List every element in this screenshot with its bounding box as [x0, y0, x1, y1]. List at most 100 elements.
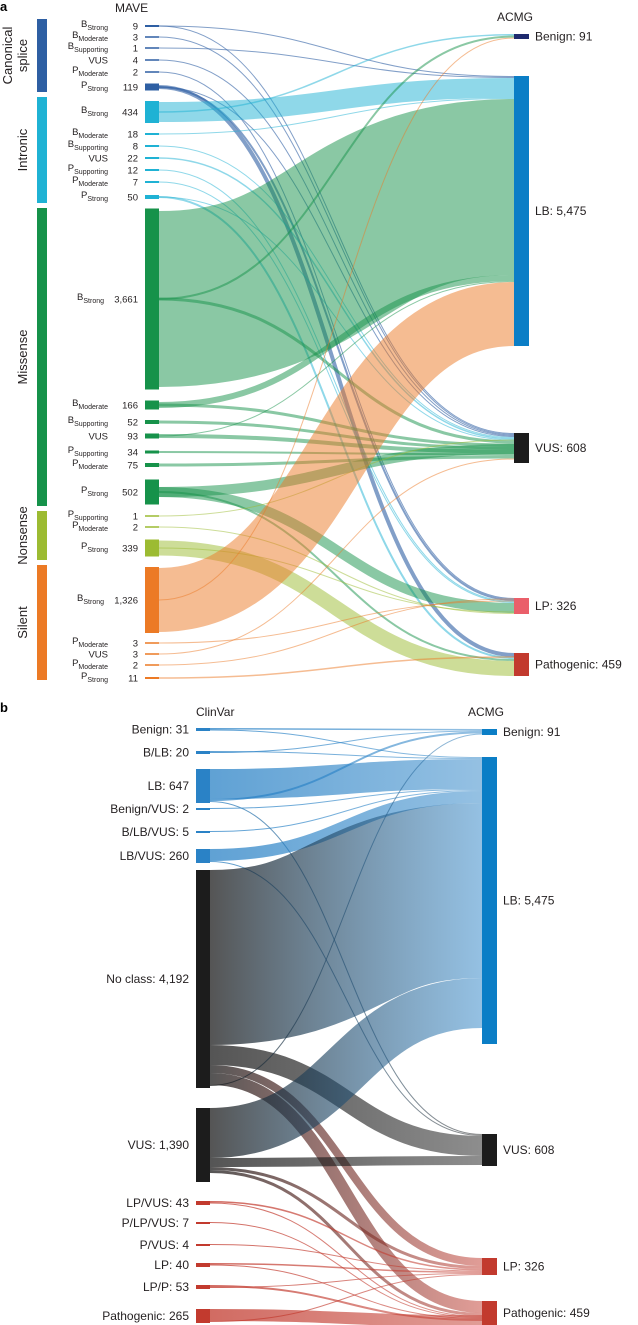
clinvar-acmg-label-lp-326: LP: 326	[503, 1260, 545, 1274]
mave-node-value: 1	[133, 44, 138, 55]
flow-a-bstrong-to-benign-91	[158, 37, 515, 601]
flow-b-no-class-4-192-to-benign-91	[209, 733, 483, 1086]
clinvar-label-lp-vus-43: LP/VUS: 43	[126, 1196, 189, 1210]
panel-b-flows	[208, 728, 484, 1325]
flow-b-lp-vus-43-to-lp-326	[209, 1201, 483, 1271]
clinvar-node-lp-p-53	[196, 1285, 210, 1289]
acmg-node-vus-608	[514, 433, 529, 463]
flow-a-vus-to-lb-5-475	[158, 281, 515, 437]
flow-a-bmoderate-to-lb-5-475	[158, 275, 515, 408]
panel-a-right-header: ACMG	[497, 10, 533, 24]
flow-b-b-lb-20-to-lb-5-475	[209, 751, 483, 759]
mave-node-value: 3,661	[114, 295, 138, 306]
clinvar-label-p-vus-4: P/VUS: 4	[140, 1238, 190, 1252]
flow-a-bstrong-to-lb-5-475	[158, 78, 515, 122]
clinvar-acmg-node-benign-91	[482, 729, 497, 735]
flow-b-benign-31-to-benign-91	[209, 728, 483, 731]
mave-node-label: BStrong	[77, 292, 104, 305]
clinvar-node-b-lb-20	[196, 751, 210, 754]
clinvar-node-p-vus-4	[196, 1244, 210, 1246]
mave-node-value: 119	[123, 83, 138, 94]
clinvar-label-no-class-4-192: No class: 4,192	[106, 972, 189, 986]
mave-node-value: 7	[133, 178, 138, 189]
flow-a-pmoderate-to-lp-326	[158, 600, 515, 644]
flow-b-pathogenic-265-to-lp-326	[209, 1274, 483, 1322]
flow-a-bsupporting-to-lb-5-475	[158, 47, 515, 78]
flow-a-bstrong-to-lb-5-475	[156, 99, 517, 387]
panel-a-nodes: Canonical splice Intronic Missense Nonsense S…	[0, 19, 622, 685]
mave-node-silent-p-moderate	[145, 642, 159, 644]
flow-b-pathogenic-265-to-pathogenic-459	[209, 1309, 483, 1325]
mave-node-silent-b-strong	[145, 567, 159, 633]
flow-b-b-lb-20-to-benign-91	[209, 730, 483, 753]
category-label-canonical-splice: splice	[15, 39, 30, 72]
mave-node-intronic-b-strong	[145, 101, 159, 123]
acmg-node-lb-5-475	[514, 76, 529, 346]
clinvar-label-benign-31: Benign: 31	[132, 723, 190, 737]
clinvar-acmg-node-vus-608	[482, 1134, 497, 1166]
mave-node-canonical-b-supporting	[145, 47, 159, 49]
mave-node-label: BStrong	[81, 19, 108, 32]
mave-node-intronic-p-strong	[145, 195, 159, 199]
clinvar-label-lb-vus-260: LB/VUS: 260	[120, 849, 190, 863]
clinvar-node-lb-647	[196, 769, 210, 803]
mave-node-value: 75	[127, 461, 138, 472]
mave-node-missense-b-moderate	[145, 400, 159, 410]
clinvar-node-no-class-4-192	[196, 870, 210, 1088]
mave-node-value: 339	[122, 544, 138, 555]
clinvar-node-lp-40	[196, 1263, 210, 1267]
mave-node-label: BModerate	[72, 30, 108, 43]
mave-node-value: 9	[133, 22, 138, 33]
clinvar-acmg-label-vus-608: VUS: 608	[503, 1143, 555, 1157]
mave-node-label: PStrong	[81, 541, 108, 554]
mave-node-nonsense-p-strong	[145, 539, 159, 557]
mave-node-nonsense-p-supporting	[145, 515, 159, 517]
mave-node-nonsense-p-moderate	[145, 526, 159, 528]
mave-node-value: 4	[133, 56, 138, 67]
mave-node-label: BModerate	[72, 127, 108, 140]
flow-b-vus-1-390-to-lp-326	[209, 1167, 483, 1269]
panel-b-label: b	[0, 700, 8, 715]
mave-node-missense-p-strong	[145, 479, 159, 505]
mave-node-label: VUS	[88, 432, 108, 443]
flow-b-lb-vus-260-to-lb-5-475	[209, 791, 483, 861]
clinvar-node-benign-31	[196, 728, 210, 731]
category-label-intronic: Intronic	[15, 128, 30, 171]
mave-node-label: PStrong	[81, 190, 108, 203]
clinvar-acmg-label-benign-91: Benign: 91	[503, 725, 561, 739]
acmg-node-pathogenic-459	[514, 653, 529, 676]
clinvar-label-b-lb-vus-5: B/LB/VUS: 5	[122, 825, 190, 839]
mave-node-value: 502	[122, 488, 138, 499]
mave-node-value: 8	[133, 142, 138, 153]
mave-node-label: PModerate	[72, 458, 108, 471]
flow-a-bstrong-to-benign-91	[158, 34, 515, 113]
panel-b-nodes: Benign: 91 LB: 5,475 VUS: 608 LP: 326 Pathog…	[102, 723, 590, 1325]
flow-a-bstrong-to-lb-5-475	[158, 25, 515, 77]
mave-node-label: PSupporting	[68, 445, 108, 458]
clinvar-node-lb-vus-260	[196, 849, 210, 863]
mave-node-label: VUS	[88, 650, 108, 661]
flow-a-pstrong-to-pathogenic-459	[158, 656, 515, 679]
category-label-nonsense: Nonsense	[15, 506, 30, 565]
category-bar-missense	[37, 208, 47, 506]
mave-node-label: PModerate	[72, 658, 108, 671]
mave-node-missense-b-strong	[145, 208, 159, 390]
mave-node-missense-b-supporting	[145, 420, 159, 424]
flow-b-p-lp-vus-7-to-pathogenic-459	[209, 1222, 483, 1318]
clinvar-label-benign-vus-2: Benign/VUS: 2	[110, 802, 189, 816]
clinvar-label-b-lb-20: B/LB: 20	[143, 746, 189, 760]
mave-node-label: PStrong	[81, 671, 108, 684]
mave-node-label: BSupporting	[68, 41, 108, 54]
clinvar-node-benign-vus-2	[196, 808, 210, 810]
clinvar-node-pathogenic-265	[196, 1309, 210, 1323]
mave-node-canonical-p-strong	[145, 83, 159, 91]
mave-node-value: 93	[127, 432, 138, 443]
category-bar-nonsense	[37, 511, 47, 560]
acmg-label-benign-91: Benign: 91	[535, 30, 593, 44]
mave-node-silent-p-moderate	[145, 664, 159, 666]
flow-b-vus-1-390-to-vus-608	[209, 1156, 483, 1167]
clinvar-label-vus-1-390: VUS: 1,390	[128, 1138, 190, 1152]
clinvar-node-b-lb-vus-5	[196, 831, 210, 833]
flow-a-bstrong-to-benign-91	[158, 35, 515, 300]
